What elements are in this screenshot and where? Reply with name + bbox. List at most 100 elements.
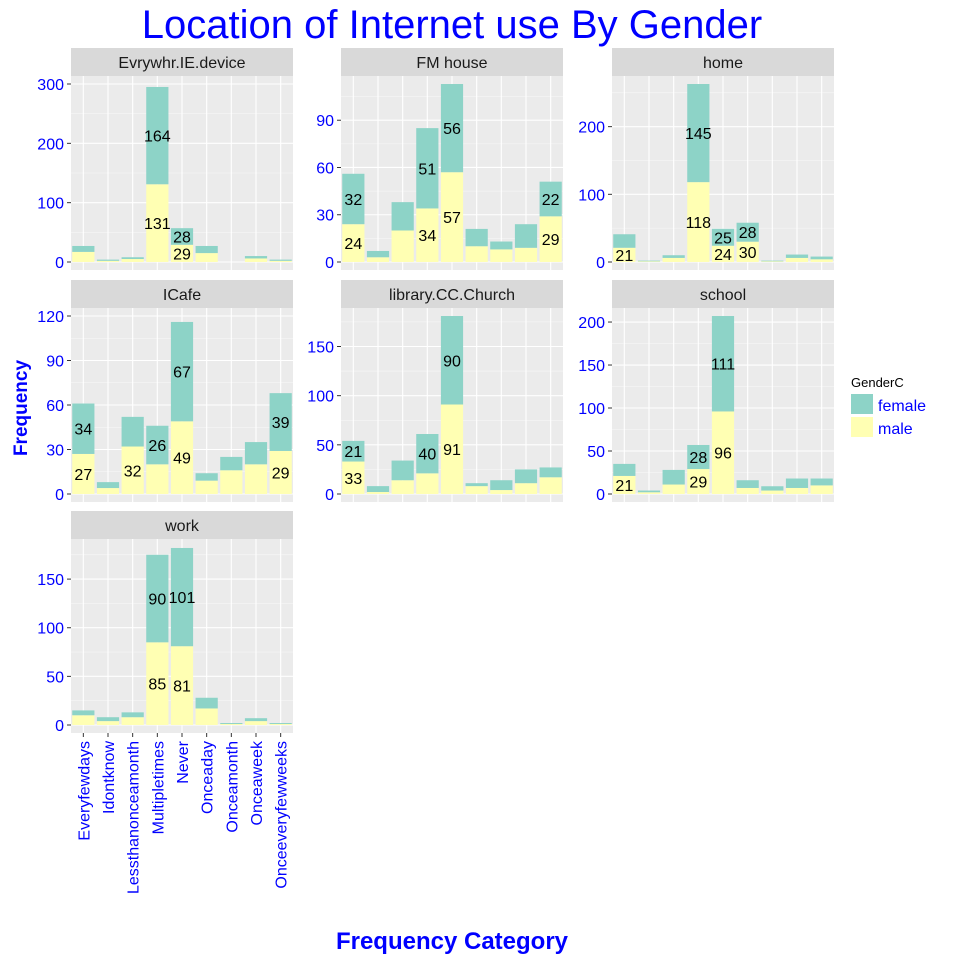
y-tick-label: 100 xyxy=(37,621,64,638)
bar-female xyxy=(244,256,268,259)
bar-female xyxy=(637,490,661,493)
bar-male xyxy=(146,184,169,262)
facet-strip xyxy=(612,280,834,308)
bar-female xyxy=(391,202,414,231)
y-tick-label: 50 xyxy=(587,444,605,461)
legend-key-male xyxy=(851,417,873,437)
data-label-male: 118 xyxy=(686,215,712,232)
bar-female xyxy=(711,228,735,246)
bar-male xyxy=(514,483,538,494)
bar-female xyxy=(539,467,562,478)
legend-title: GenderC xyxy=(851,375,904,390)
data-label-female: 67 xyxy=(173,365,191,382)
facet-school: school 0 50 100 150 200 21 28 29 111 96 xyxy=(578,280,834,504)
bar-female xyxy=(662,255,685,258)
facet-work: work 0 50 100 150 90 85 101 81 Everyfewdays Idontk… xyxy=(37,511,293,894)
y-tick-label: 0 xyxy=(325,255,334,272)
facet-strip-label: home xyxy=(703,55,743,72)
facet-strip xyxy=(341,280,563,308)
y-axis-title: Frequency xyxy=(11,360,32,457)
data-label-male: 29 xyxy=(542,232,560,249)
bar-female xyxy=(613,234,636,248)
data-label-female: 39 xyxy=(272,415,290,432)
bar-male xyxy=(269,450,292,494)
bar-male xyxy=(490,249,513,262)
x-tick-label: Onceaweek xyxy=(249,740,266,825)
data-label-female: 26 xyxy=(148,438,166,455)
x-tick-label: Never xyxy=(175,740,192,783)
facet-strip xyxy=(341,48,563,76)
facet-icafe: ICafe 0 30 60 90 120 34 27 32 26 67 49 39 29 xyxy=(37,280,293,504)
data-label-male: 29 xyxy=(689,475,707,492)
bar-female xyxy=(490,241,513,250)
data-label-male: 34 xyxy=(418,228,436,245)
bar-female xyxy=(72,403,95,454)
y-tick-label: 60 xyxy=(46,398,64,415)
y-tick-label: 150 xyxy=(37,572,64,589)
bar-female xyxy=(687,84,710,183)
x-tick-label: Multipletimes xyxy=(150,741,167,834)
bar-female xyxy=(810,256,833,260)
bar-male xyxy=(220,724,243,725)
y-tick-label: 0 xyxy=(55,255,64,272)
x-tick-label: Lessthanonceamonth xyxy=(126,741,143,894)
bar-female xyxy=(391,460,414,481)
x-tick-label: Onceamonth xyxy=(224,741,241,833)
bar-male xyxy=(810,485,833,494)
data-label-female: 51 xyxy=(418,161,436,178)
bar-male xyxy=(637,261,661,262)
bar-male xyxy=(391,480,414,494)
y-tick-label: 90 xyxy=(316,113,334,130)
facet-strip-label: work xyxy=(164,518,200,535)
bar-female xyxy=(785,478,809,488)
bar-male xyxy=(736,487,759,494)
data-label-male: 81 xyxy=(173,679,191,696)
bar-male xyxy=(96,721,120,725)
bar-female xyxy=(96,482,120,489)
bar-female xyxy=(195,473,218,481)
bar-male xyxy=(465,486,488,494)
data-label-male: 96 xyxy=(714,446,732,463)
facet-strip-label: Evrywhr.IE.device xyxy=(118,55,245,72)
bar-female xyxy=(465,228,488,247)
bar-male xyxy=(121,259,144,262)
bar-female xyxy=(121,712,144,718)
facet-strip-label: FM house xyxy=(416,55,487,72)
data-label-female: 101 xyxy=(169,590,196,607)
data-label-female: 145 xyxy=(685,126,712,143)
facet-strip-label: ICafe xyxy=(163,287,201,304)
y-tick-label: 60 xyxy=(316,160,334,177)
bar-male xyxy=(244,721,268,725)
bar-male xyxy=(539,477,562,494)
y-tick-label: 50 xyxy=(46,669,64,686)
bar-female xyxy=(146,86,169,185)
bar-female xyxy=(195,697,218,709)
bar-female xyxy=(662,469,685,485)
bar-male xyxy=(170,646,194,725)
bar-male xyxy=(195,708,218,725)
data-label-male: 27 xyxy=(74,467,92,484)
y-tick-label: 0 xyxy=(325,487,334,504)
y-tick-label: 0 xyxy=(55,487,64,504)
data-label-female: 56 xyxy=(443,121,461,138)
data-label-male: 91 xyxy=(443,442,461,459)
bar-male xyxy=(465,246,488,262)
data-label-male: 30 xyxy=(739,245,757,262)
y-tick-label: 0 xyxy=(55,718,64,735)
y-tick-label: 90 xyxy=(46,354,64,371)
bar-male xyxy=(366,492,390,494)
bar-female xyxy=(269,393,292,451)
bar-male xyxy=(613,247,636,262)
data-label-male: 24 xyxy=(714,247,732,264)
bar-female xyxy=(366,486,390,493)
facet-strip-label: school xyxy=(700,287,746,304)
bar-female xyxy=(514,224,538,248)
bar-male xyxy=(244,258,268,262)
legend-label-male: male xyxy=(878,421,913,438)
bar-male xyxy=(761,261,784,262)
bar-female xyxy=(810,478,833,486)
y-tick-label: 300 xyxy=(37,77,64,94)
data-label-female: 32 xyxy=(344,192,362,209)
facet-panels: Evrywhr.IE.device01002003001641312829FM … xyxy=(37,48,834,894)
y-tick-label: 30 xyxy=(46,442,64,459)
